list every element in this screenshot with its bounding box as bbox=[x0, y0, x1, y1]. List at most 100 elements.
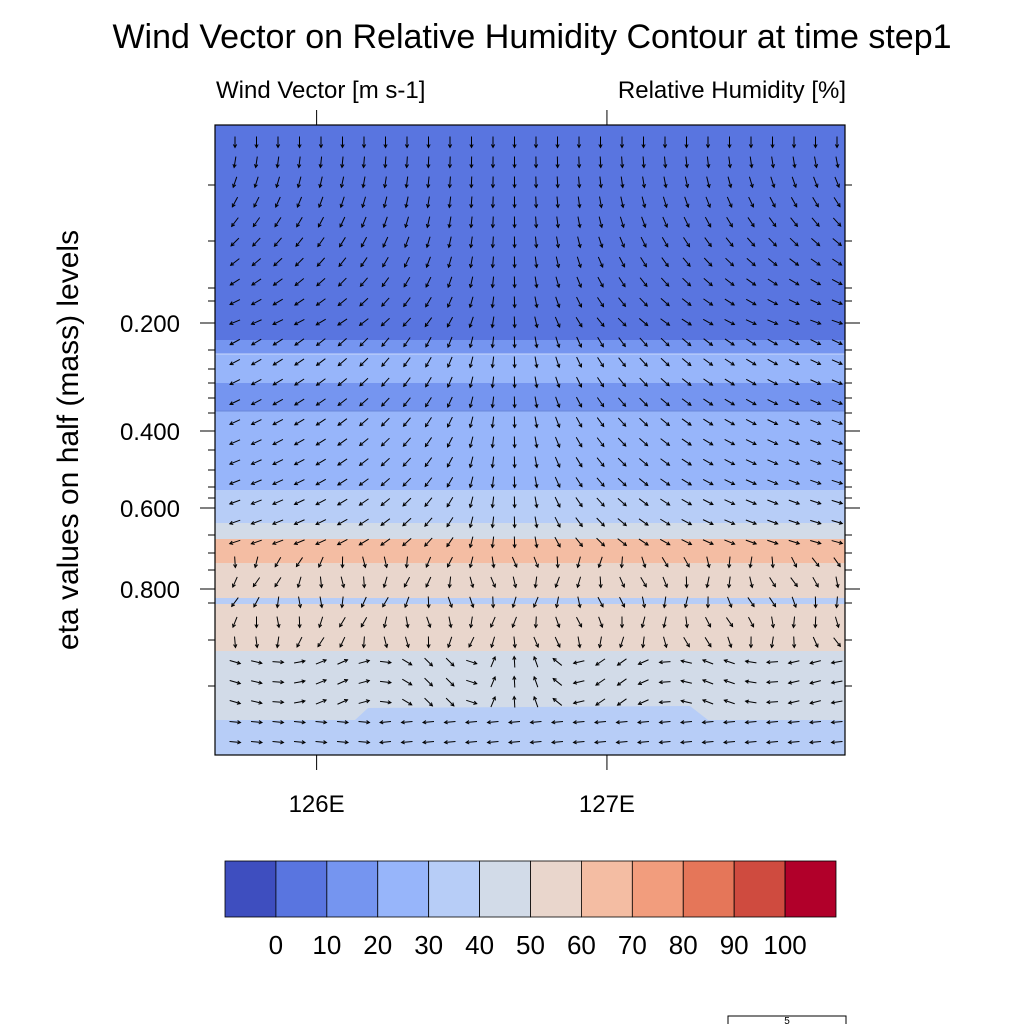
wind-vector bbox=[534, 376, 539, 389]
wind-vector bbox=[534, 496, 539, 509]
wind-vector bbox=[382, 616, 388, 629]
wind-vector bbox=[425, 216, 431, 229]
wind-vector bbox=[272, 298, 283, 306]
wind-vector bbox=[598, 216, 604, 229]
wind-vector bbox=[703, 257, 713, 267]
wind-vector bbox=[640, 236, 647, 248]
humidity-band bbox=[215, 523, 845, 539]
wind-vector bbox=[767, 519, 779, 525]
wind-vector bbox=[831, 419, 844, 425]
wind-vector bbox=[639, 377, 649, 387]
wind-vector bbox=[767, 338, 779, 346]
wind-vector bbox=[294, 278, 305, 287]
wind-vector bbox=[808, 720, 822, 725]
wind-vector bbox=[619, 596, 626, 608]
wind-vector bbox=[296, 196, 303, 209]
wind-vector bbox=[402, 417, 411, 428]
wind-vector bbox=[276, 616, 281, 629]
wind-vector bbox=[660, 318, 671, 326]
wind-vector bbox=[359, 277, 368, 287]
wind-vector bbox=[618, 297, 627, 308]
wind-vector bbox=[490, 376, 495, 389]
x-tick-label: 126E bbox=[289, 791, 345, 818]
wind-vector bbox=[641, 196, 647, 209]
wind-vector bbox=[658, 720, 671, 725]
wind-vector bbox=[554, 576, 560, 589]
wind-vector bbox=[683, 216, 690, 228]
wind-vector bbox=[447, 636, 453, 649]
wind-vector bbox=[403, 297, 411, 308]
wind-vector bbox=[534, 396, 539, 409]
wind-vector bbox=[683, 596, 689, 609]
wind-vector bbox=[810, 359, 822, 366]
wind-vector bbox=[469, 156, 474, 169]
wind-vector bbox=[229, 359, 241, 366]
wind-vector bbox=[724, 338, 735, 346]
wind-vector bbox=[722, 720, 736, 725]
wind-vector bbox=[749, 156, 754, 169]
wind-vector bbox=[446, 296, 453, 309]
wind-vector bbox=[424, 317, 433, 328]
wind-vector bbox=[575, 457, 583, 468]
wind-vector bbox=[490, 636, 496, 649]
wind-vector bbox=[469, 216, 474, 229]
humidity-bands bbox=[215, 125, 845, 755]
wind-vector bbox=[616, 678, 627, 686]
wind-vector bbox=[813, 156, 819, 169]
wind-vector bbox=[297, 596, 303, 609]
wind-vector bbox=[447, 156, 453, 169]
wind-vector bbox=[810, 459, 822, 465]
wind-vector bbox=[810, 399, 822, 405]
wind-vector bbox=[361, 176, 366, 189]
wind-vector bbox=[703, 358, 714, 366]
wind-vector bbox=[554, 496, 561, 508]
wind-vector bbox=[724, 539, 736, 545]
wind-vector bbox=[231, 597, 239, 608]
wind-vector bbox=[315, 298, 326, 306]
wind-vector bbox=[358, 518, 369, 526]
wind-vector bbox=[724, 519, 736, 526]
wind-vector bbox=[746, 358, 757, 366]
wind-vector bbox=[534, 316, 539, 329]
wind-vector bbox=[534, 336, 539, 349]
wind-vector bbox=[703, 398, 714, 406]
wind-vector bbox=[575, 537, 584, 548]
colorbar-box bbox=[224, 860, 277, 918]
wind-vector bbox=[596, 317, 605, 328]
wind-vector bbox=[338, 257, 347, 268]
wind-vector bbox=[576, 376, 583, 388]
wind-vector bbox=[468, 416, 474, 429]
wind-vector bbox=[770, 156, 776, 169]
wind-vector bbox=[293, 438, 305, 446]
wind-vector bbox=[787, 720, 800, 725]
colorbar-box bbox=[682, 860, 735, 918]
colorbar-label: 40 bbox=[465, 930, 494, 960]
wind-vector bbox=[577, 216, 582, 229]
wind-vector bbox=[810, 379, 822, 386]
wind-vector bbox=[576, 156, 582, 169]
wind-vector bbox=[575, 396, 583, 408]
wind-vector bbox=[724, 398, 736, 406]
wind-vector bbox=[382, 576, 388, 589]
wind-vector bbox=[767, 358, 779, 366]
wind-vector bbox=[294, 699, 306, 704]
colorbar-box bbox=[581, 860, 633, 918]
wind-vector bbox=[663, 636, 668, 649]
wind-vector bbox=[424, 697, 434, 707]
wind-vector bbox=[684, 156, 689, 169]
wind-vector bbox=[228, 319, 241, 325]
wind-vector bbox=[425, 576, 432, 588]
wind-vector bbox=[577, 196, 582, 209]
wind-vector bbox=[228, 459, 241, 465]
wind-vector bbox=[296, 576, 302, 589]
wind-vector bbox=[424, 437, 433, 448]
wind-vector bbox=[811, 217, 820, 227]
wind-vector bbox=[576, 576, 582, 589]
wind-vector bbox=[598, 616, 604, 629]
wind-vector bbox=[337, 458, 348, 466]
colorbar-label: 20 bbox=[363, 930, 392, 960]
colorbar-label: 0 bbox=[269, 930, 283, 960]
wind-vector bbox=[426, 136, 431, 149]
wind-vector bbox=[703, 378, 714, 386]
wind-vector bbox=[468, 516, 474, 529]
